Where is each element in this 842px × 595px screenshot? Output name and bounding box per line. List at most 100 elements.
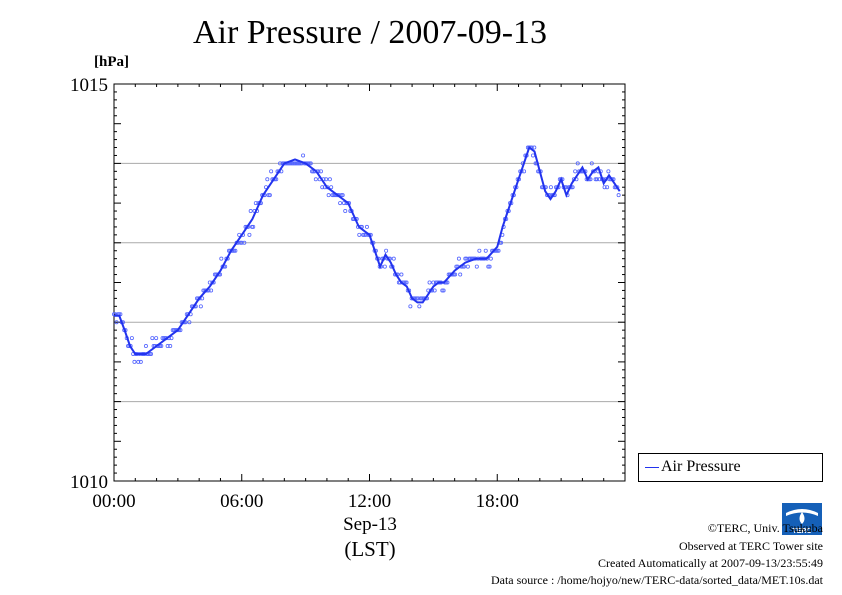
data-point	[345, 201, 350, 206]
data-point	[278, 161, 283, 166]
data-point	[399, 272, 404, 277]
data-point	[198, 304, 203, 309]
data-point	[138, 359, 143, 364]
data-point	[338, 201, 343, 206]
data-point	[605, 185, 610, 190]
data-point	[391, 256, 396, 261]
x-tick-label: 12:00	[348, 491, 391, 512]
data-point	[266, 193, 271, 198]
chart-title: Air Pressure / 2007-09-13	[192, 14, 548, 51]
data-point	[289, 161, 294, 166]
credit-copyright: ©TERC, Univ. Tsukuba	[707, 521, 823, 535]
data-point	[408, 304, 413, 309]
data-point	[416, 296, 421, 301]
data-point	[382, 264, 387, 269]
gridlines	[114, 162, 625, 403]
data-point	[159, 344, 164, 349]
legend-label: Air Pressure	[661, 458, 741, 475]
data-point	[331, 193, 336, 198]
data-point	[136, 359, 141, 364]
data-point	[486, 264, 491, 269]
data-point	[150, 336, 155, 341]
data-point	[548, 185, 553, 190]
data-point	[327, 177, 332, 182]
data-point	[384, 248, 389, 253]
data-point	[589, 161, 594, 166]
data-point	[169, 336, 174, 341]
data-point	[147, 351, 152, 356]
data-point	[249, 224, 254, 229]
data-point	[404, 280, 409, 285]
data-point	[160, 336, 165, 341]
data-point	[326, 193, 331, 198]
data-point	[361, 232, 366, 237]
data-point	[233, 248, 238, 253]
series-dots	[112, 145, 621, 364]
data-point	[295, 161, 300, 166]
data-point	[495, 248, 500, 253]
data-point	[165, 344, 170, 349]
data-point	[453, 272, 458, 277]
data-point	[462, 264, 467, 269]
data-point	[343, 209, 348, 214]
data-point	[290, 161, 295, 166]
data-point	[212, 272, 217, 277]
data-point	[483, 248, 488, 253]
data-point	[251, 224, 256, 229]
x-axis-date-label: Sep-13	[343, 514, 397, 535]
data-point	[477, 248, 482, 253]
data-point	[417, 304, 422, 309]
data-point	[364, 224, 369, 229]
data-point	[464, 256, 469, 261]
data-point	[340, 193, 345, 198]
data-point	[474, 264, 479, 269]
legend-swatch	[645, 467, 659, 468]
data-point	[238, 240, 243, 245]
data-point	[441, 288, 446, 293]
data-point	[487, 264, 492, 269]
credit-source: Data source : /home/hojyo/new/TERC-data/…	[490, 573, 823, 587]
x-tick-label: 06:00	[220, 491, 263, 512]
data-point	[248, 209, 253, 214]
data-point	[329, 185, 334, 190]
data-point	[414, 296, 419, 301]
data-point	[532, 145, 537, 150]
data-point	[269, 169, 274, 174]
data-point	[307, 161, 312, 166]
data-point	[114, 320, 119, 325]
data-point	[362, 232, 367, 237]
data-point	[488, 256, 493, 261]
series-line-air-pressure	[114, 145, 621, 355]
x-tick-label: 18:00	[476, 491, 519, 512]
data-point	[267, 193, 272, 198]
terc-logo-icon: TERC	[782, 503, 822, 535]
data-point	[154, 336, 159, 341]
data-point	[247, 232, 252, 237]
legend: Air Pressure	[638, 453, 823, 482]
data-point	[143, 344, 148, 349]
data-point	[242, 240, 247, 245]
data-point	[308, 161, 313, 166]
plot-frame	[113, 83, 626, 482]
data-point	[575, 161, 580, 166]
data-point	[531, 153, 536, 158]
data-point	[463, 256, 468, 261]
data-point	[253, 201, 258, 206]
data-point	[602, 185, 607, 190]
data-point	[499, 240, 504, 245]
credit-created: Created Automatically at 2007-09-13/23:5…	[598, 556, 823, 570]
data-point	[301, 153, 306, 158]
data-point	[445, 280, 450, 285]
data-point	[132, 359, 137, 364]
data-point	[403, 280, 408, 285]
data-point	[324, 177, 329, 182]
data-point	[292, 161, 297, 166]
data-point	[456, 256, 461, 261]
data-point	[129, 336, 134, 341]
data-point	[209, 288, 214, 293]
data-point	[239, 240, 244, 245]
data-point	[187, 320, 192, 325]
data-point	[341, 201, 346, 206]
credit-observed: Observed at TERC Tower site	[678, 539, 823, 553]
